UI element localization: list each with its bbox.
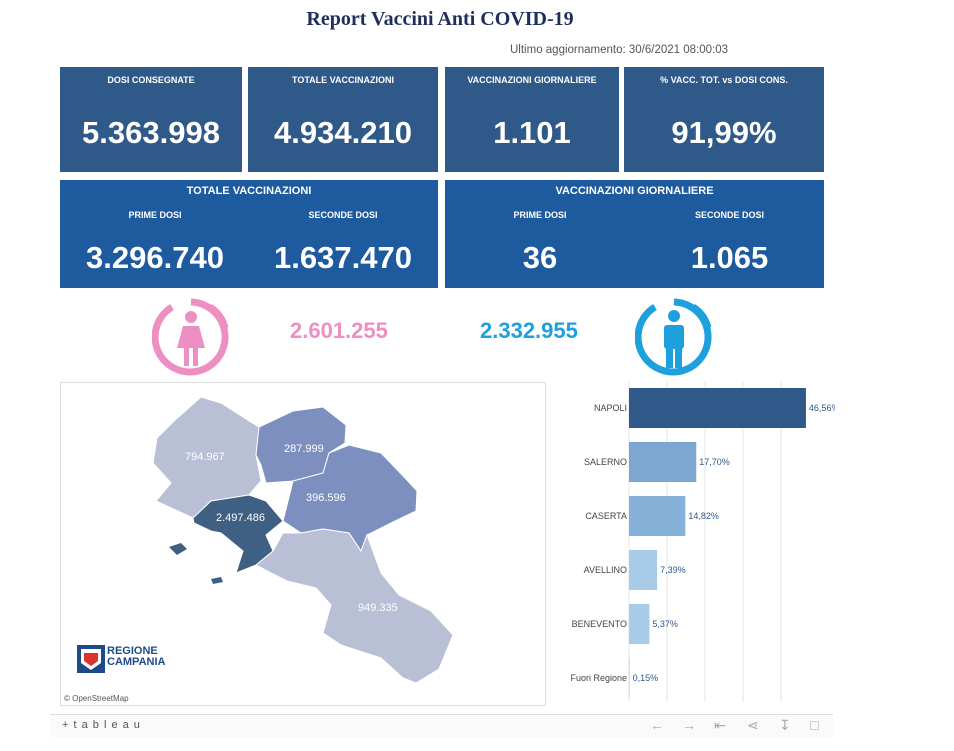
female-icon (152, 298, 229, 376)
value-label: 46,56% (809, 403, 835, 413)
kpi-value: 1.101 (493, 115, 571, 150)
page-title: Report Vaccini Anti COVID-19 (306, 8, 574, 30)
kpi-totale-vaccinazioni: TOTALE VACCINAZIONI 4.934.210 (248, 67, 438, 172)
prime-dosi-value: 3.296.740 (86, 240, 224, 275)
seconde-dosi-label: SECONDE DOSI (694, 210, 764, 220)
province-salerno (255, 528, 454, 684)
map-svg: 794.967 287.999 396.596 2.497.486 949.33… (64, 396, 454, 703)
prime-dosi: PRIME DOSI 3.296.740 (60, 210, 250, 276)
bar-caserta[interactable] (629, 496, 686, 536)
kpi-value: 91,99% (671, 115, 777, 150)
kpi-value: 4.934.210 (274, 115, 412, 150)
share-icon[interactable]: ⋖ (747, 717, 759, 733)
seconde-dosi: SECONDE DOSI 1.065 (635, 210, 824, 276)
kpi-percentuale: % VACC. TOT. vs DOSI CONS. 91,99% (624, 67, 824, 172)
fullscreen-icon[interactable]: □ (810, 717, 819, 733)
vaccinazioni-giornaliere-panel: VACCINAZIONI GIORNALIERE PRIME DOSI 36 S… (445, 180, 824, 288)
kpi-label: VACCINAZIONI GIORNALIERE (467, 75, 597, 85)
category-label: Fuori Regione (570, 673, 627, 683)
tableau-logo[interactable]: + t a b l e a u (62, 719, 141, 731)
panel-title: TOTALE VACCINAZIONI (186, 185, 312, 197)
value-label: 7,39% (660, 565, 686, 575)
category-label: BENEVENTO (572, 619, 627, 629)
label-avellino: 396.596 (306, 492, 346, 504)
category-label: SALERNO (584, 457, 627, 467)
label-salerno: 949.335 (358, 602, 398, 614)
female-value: 2.601.255 (290, 318, 388, 343)
kpi-value: 5.363.998 (82, 115, 220, 150)
label-benevento: 287.999 (284, 443, 324, 455)
label-caserta: 794.967 (185, 451, 225, 463)
totale-vaccinazioni-panel: TOTALE VACCINAZIONI PRIME DOSI 3.296.740… (60, 180, 438, 288)
category-label: NAPOLI (594, 403, 627, 413)
seconde-dosi-label: SECONDE DOSI (308, 210, 378, 220)
prime-dosi-label: PRIME DOSI (128, 210, 182, 220)
prime-dosi: PRIME DOSI 36 (445, 210, 635, 276)
tableau-toolbar: + t a b l e a u ← → ⇤ ⋖ ↧ □ (50, 714, 833, 737)
svg-text:CAMPANIA: CAMPANIA (107, 656, 166, 668)
bar-napoli[interactable] (629, 388, 806, 428)
prime-dosi-label: PRIME DOSI (513, 210, 567, 220)
bar-avellino[interactable] (629, 550, 658, 590)
province-napoli (192, 494, 284, 574)
value-label: 14,82% (688, 511, 719, 521)
map-credit: © OpenStreetMap (64, 694, 129, 703)
seconde-dosi-value: 1.637.470 (274, 240, 412, 275)
bar-salerno[interactable] (629, 442, 697, 482)
province-bar-chart: NAPOLI 46,56% SALERNO 17,70% CASERTA 14,82% AV… (570, 382, 835, 702)
download-icon[interactable]: ↧ (779, 717, 791, 733)
last-update: Ultimo aggiornamento: 30/6/2021 08:00:03 (510, 44, 729, 56)
male-value: 2.332.955 (480, 318, 578, 343)
value-label: 17,70% (699, 457, 730, 467)
kpi-label: TOTALE VACCINAZIONI (292, 75, 394, 85)
undo-icon[interactable]: ← (650, 717, 664, 733)
value-label: 0,15% (633, 673, 659, 683)
bar-fuori-regione[interactable] (629, 658, 630, 698)
kpi-label: % VACC. TOT. vs DOSI CONS. (660, 75, 788, 85)
island-ischia (169, 543, 187, 555)
value-label: 5,37% (652, 619, 678, 629)
male-icon (635, 298, 712, 376)
prime-dosi-value: 36 (522, 240, 558, 275)
campania-map[interactable]: 794.967 287.999 396.596 2.497.486 949.33… (60, 382, 546, 706)
kpi-dosi-consegnate: DOSI CONSEGNATE 5.363.998 (60, 67, 242, 172)
island-capri (211, 577, 223, 584)
kpi-label: DOSI CONSEGNATE (107, 75, 195, 85)
kpi-vaccinazioni-giornaliere: VACCINAZIONI GIORNALIERE 1.101 (445, 67, 619, 172)
category-label: AVELLINO (584, 565, 627, 575)
svg-text:REGIONE: REGIONE (107, 645, 158, 657)
bar-benevento[interactable] (629, 604, 650, 644)
label-napoli: 2.497.486 (216, 512, 265, 524)
revert-icon[interactable]: ⇤ (714, 717, 726, 733)
category-label: CASERTA (585, 511, 627, 521)
regione-campania-logo: REGIONE CAMPANIA (77, 645, 166, 673)
seconde-dosi: SECONDE DOSI 1.637.470 (248, 210, 438, 276)
panel-title: VACCINAZIONI GIORNALIERE (555, 185, 714, 197)
redo-icon[interactable]: → (682, 717, 696, 733)
seconde-dosi-value: 1.065 (690, 240, 769, 275)
